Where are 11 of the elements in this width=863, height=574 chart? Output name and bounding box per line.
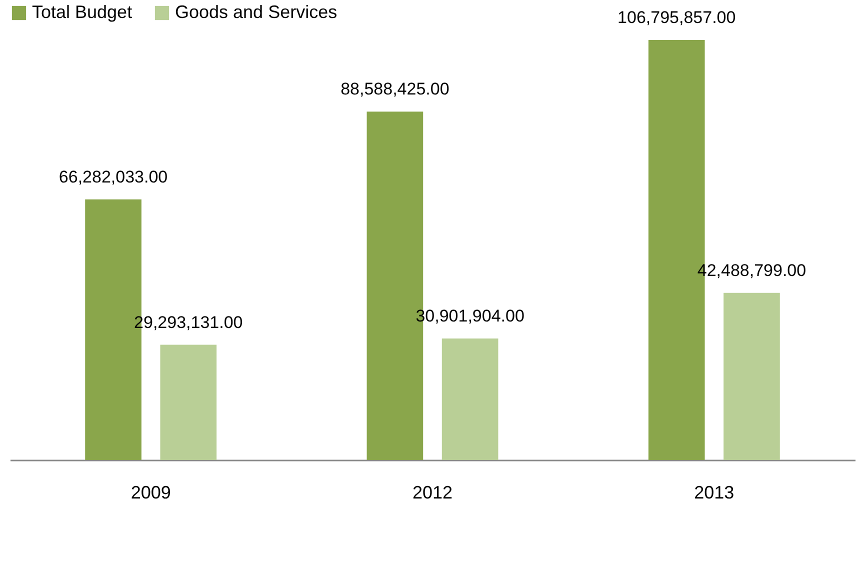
bar (442, 338, 498, 460)
x-tick-label: 2013 (694, 482, 734, 502)
bar (724, 292, 780, 460)
data-label: 66,282,033.00 (58, 167, 168, 186)
legend-label: Goods and Services (175, 2, 338, 22)
x-tick-label: 2009 (130, 482, 171, 502)
x-tick-label: 2012 (412, 482, 453, 502)
data-label: 88,588,425.00 (340, 80, 450, 99)
bar (160, 344, 217, 460)
data-label: 106,795,857.00 (618, 8, 736, 27)
legend-label: Total Budget (32, 2, 132, 22)
